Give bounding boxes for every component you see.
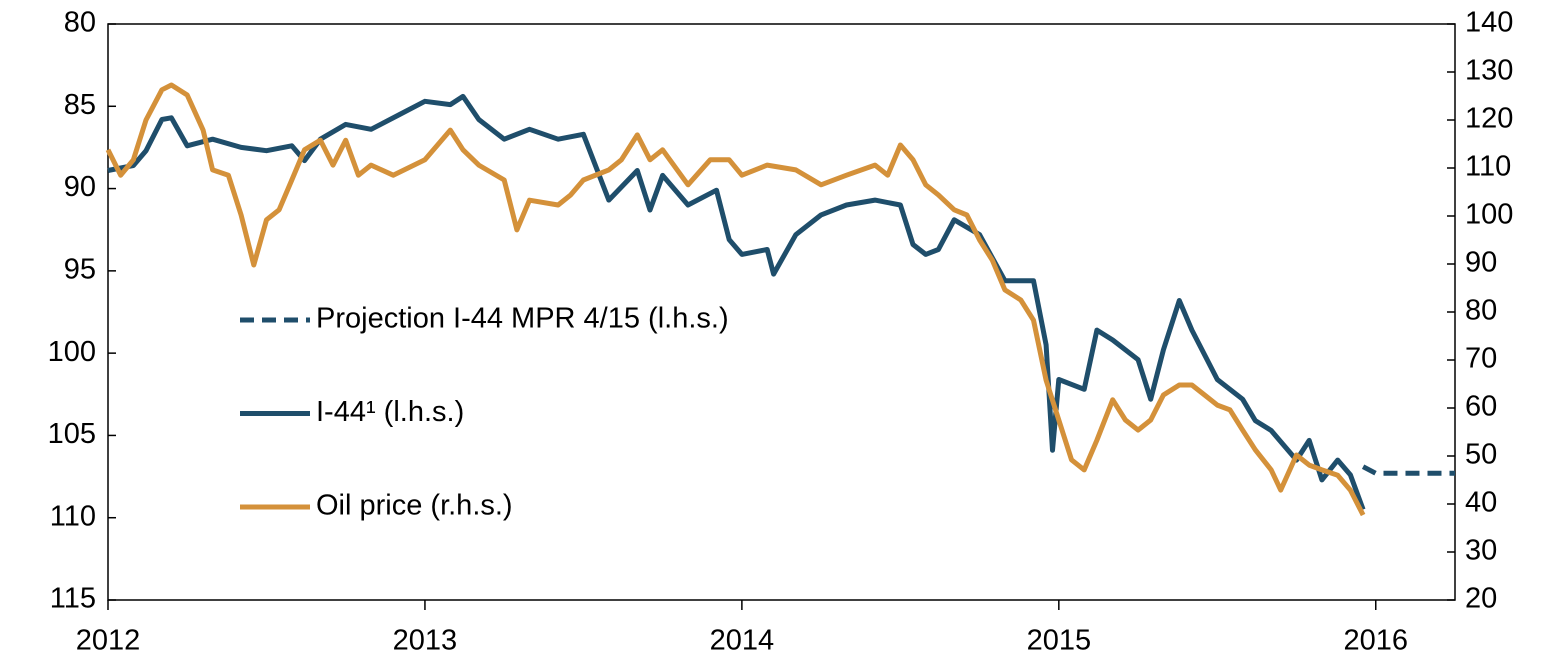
y2-tick-label: 80: [1465, 295, 1497, 327]
x-tick-label: 2013: [393, 625, 458, 657]
y-tick-label: 115: [50, 583, 96, 615]
legend-label: I-44¹ (l.h.s.): [316, 396, 464, 428]
plot-frame: [107, 23, 1456, 601]
y2-tick-label: 70: [1465, 343, 1497, 375]
y2-tick-label: 60: [1465, 391, 1497, 423]
y-tick-label: 105: [48, 418, 96, 450]
x-tick-label: 2015: [1027, 625, 1092, 657]
y2-tick-label: 50: [1465, 439, 1497, 471]
y2-tick-label: 110: [1465, 151, 1511, 183]
series-line: [1361, 464, 1455, 476]
series-line: [105, 82, 1366, 517]
y2-tick-label: 140: [1465, 7, 1513, 39]
y2-tick-label: 100: [1465, 199, 1513, 231]
y2-tick-label: 20: [1465, 583, 1497, 615]
y-tick-label: 95: [64, 254, 96, 286]
x-tick-label: 2016: [1344, 625, 1409, 657]
legend-label: Projection I-44 MPR 4/15 (l.h.s.): [316, 303, 729, 335]
y-tick-label: 100: [48, 336, 96, 368]
y2-tick-label: 120: [1465, 103, 1513, 135]
series-line: [107, 93, 1366, 511]
x-tick-label: 2014: [710, 625, 775, 657]
y-tick-label: 80: [64, 7, 96, 39]
y-tick-label: 110: [50, 500, 96, 532]
y-tick-label: 90: [64, 171, 96, 203]
x-tick-label: 2012: [76, 625, 141, 657]
y2-tick-label: 40: [1465, 487, 1497, 519]
y-tick-label: 85: [64, 89, 96, 121]
y2-tick-label: 130: [1465, 55, 1513, 87]
legend-label: Oil price (r.h.s.): [316, 490, 513, 522]
y2-tick-label: 30: [1465, 535, 1497, 567]
y2-tick-label: 90: [1465, 247, 1497, 279]
